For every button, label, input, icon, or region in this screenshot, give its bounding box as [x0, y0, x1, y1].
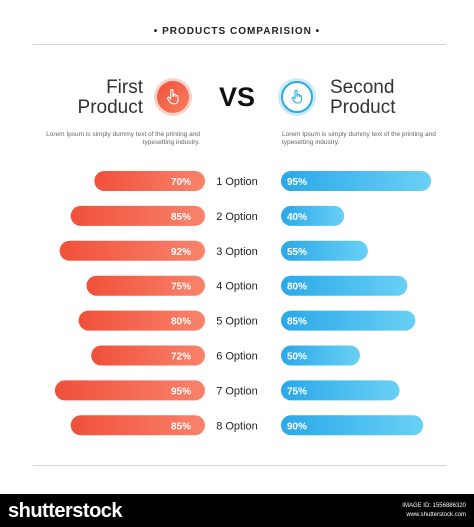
second-product-bar [281, 380, 400, 401]
second-product-value-label: 85% [287, 317, 307, 328]
first-product-value-label: 80% [171, 317, 191, 328]
first-product-bar [59, 240, 205, 261]
hand-pointer-icon [281, 81, 313, 113]
first-product-bar [91, 345, 205, 366]
option-label: 2 Option [216, 211, 258, 223]
second-product-value-label: 50% [287, 352, 307, 363]
first-product-bar [70, 205, 205, 226]
option-label: 4 Option [216, 281, 258, 293]
second-product-value-label: 75% [287, 386, 307, 397]
second-product-bar [281, 415, 424, 436]
first-product-title: First Product [77, 77, 143, 118]
second-product-bar [281, 205, 345, 226]
second-product-bar [281, 345, 360, 366]
second-product-value-label: 95% [287, 177, 307, 188]
second-product-bar [281, 310, 416, 331]
second-product-badge [278, 78, 316, 116]
vs-label: VS [218, 82, 256, 112]
second-product-value-label: 40% [287, 212, 307, 223]
footer-meta: IMAGE ID: 1556886320 www.shutterstock.co… [402, 502, 466, 520]
first-product-value-label: 92% [171, 247, 191, 258]
comparison-chart: 70% 1 Option 95% 85% 2 Option 40% 92% 3 Option 5… [54, 171, 432, 436]
page-title: • PRODUCTS COMPARISION • [153, 26, 321, 37]
hand-pointer-icon [157, 81, 189, 113]
second-product-bar [281, 240, 368, 261]
site-url: www.shutterstock.com [406, 512, 466, 518]
second-product-value-label: 90% [287, 421, 307, 432]
first-product-value-label: 85% [171, 212, 191, 223]
second-product-value-label: 80% [287, 282, 307, 293]
image-id: IMAGE ID: 1556886320 [402, 503, 466, 509]
option-label: 6 Option [216, 351, 258, 363]
first-product-description: Lorem Ipsum is simply dummy text of the … [46, 131, 200, 146]
first-product-bar [70, 415, 205, 436]
option-label: 5 Option [216, 316, 258, 328]
first-product-value-label: 72% [171, 352, 191, 363]
footer-bar: shutterstock IMAGE ID: 1556886320 www.sh… [0, 494, 474, 527]
first-product-bar [54, 380, 206, 401]
option-label: 3 Option [216, 246, 258, 258]
first-product-bar [94, 171, 205, 191]
second-product-value-label: 55% [287, 247, 307, 258]
first-product-value-label: 75% [171, 282, 191, 293]
first-product-badge [154, 78, 192, 116]
first-product-value-label: 85% [171, 421, 191, 432]
option-label: 8 Option [216, 420, 258, 432]
first-product-value-label: 95% [171, 386, 191, 397]
option-label: 1 Option [216, 176, 258, 188]
second-product-bar [281, 275, 408, 296]
footer-brand: shutterstock [8, 500, 123, 522]
second-product-title: Second Product [330, 77, 396, 118]
first-product-bar [78, 310, 205, 331]
second-product-description: Lorem Ipsum is simply dummy text of the … [282, 131, 436, 146]
first-product-value-label: 70% [171, 177, 191, 188]
first-product-bar [86, 275, 205, 296]
second-product-bar [281, 171, 432, 191]
bottom-divider [33, 465, 446, 466]
option-label: 7 Option [216, 385, 258, 397]
top-divider [33, 44, 446, 45]
